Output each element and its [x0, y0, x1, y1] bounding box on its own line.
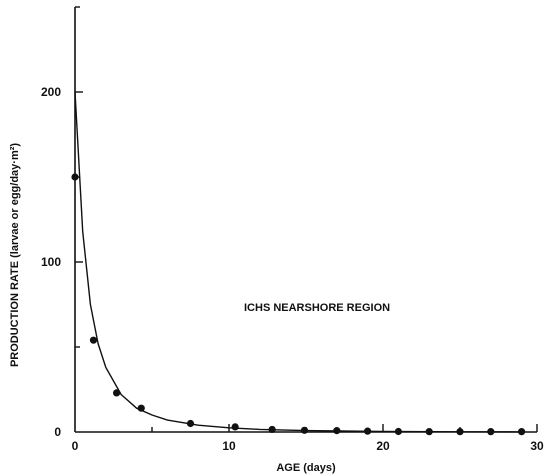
x-tick-label: 10	[222, 439, 236, 453]
x-axis-title: AGE (days)	[276, 462, 336, 474]
fit-curve	[74, 91, 522, 433]
data-point	[112, 389, 121, 397]
data-point	[137, 404, 145, 412]
data-point	[300, 426, 309, 434]
y-tick-label: 200	[41, 85, 61, 99]
data-point	[425, 428, 433, 436]
data-point	[89, 336, 98, 344]
data-point	[71, 173, 79, 181]
data-point	[364, 427, 372, 435]
y-tick-label: 100	[41, 255, 61, 269]
data-point	[231, 423, 239, 431]
x-tick-label: 0	[72, 439, 79, 453]
data-point	[333, 427, 341, 435]
x-tick-label: 20	[376, 439, 390, 453]
data-point	[487, 428, 495, 436]
data-point	[456, 428, 464, 436]
data-points-layer	[71, 173, 526, 436]
fit-curve-layer	[74, 91, 522, 433]
data-point	[518, 428, 526, 436]
region-annotation: ICHS NEARSHORE REGION	[244, 302, 390, 314]
y-tick-label: 0	[54, 425, 61, 439]
data-point	[186, 419, 195, 428]
data-point	[268, 425, 276, 434]
data-point	[394, 427, 402, 436]
y-axis-title: PRODUCTION RATE (larvae or egg/day·m²)	[9, 143, 21, 367]
x-tick-label: 30	[530, 439, 544, 453]
